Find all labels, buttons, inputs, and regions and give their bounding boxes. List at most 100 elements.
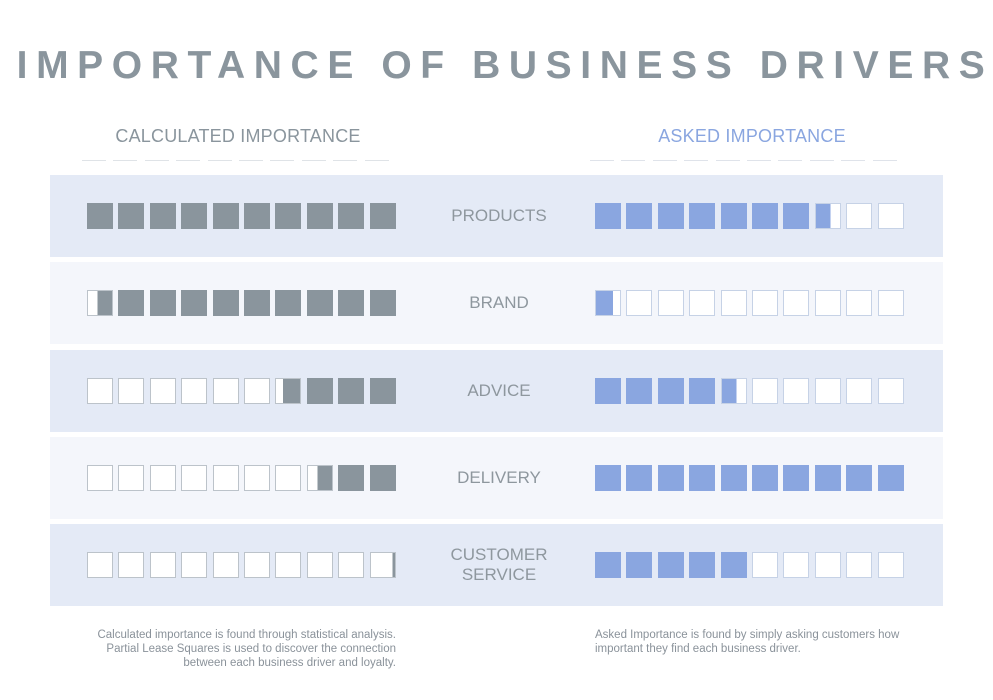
asked-importance-unit [720,552,747,578]
calculated-importance-unit [181,203,208,229]
asked-importance-unit [846,290,873,316]
asked-importance-unit [752,378,778,404]
calculated-importance-unit [87,465,113,491]
asked-importance-unit [720,203,747,229]
asked-importance-unit [877,552,904,578]
header-dash [684,160,709,161]
asked-importance-unit [657,203,684,229]
header-dash [778,160,803,161]
calculated-importance-unit [275,378,302,404]
header-dash [333,160,358,161]
header-dash [872,160,897,161]
header-dash [809,160,834,161]
header-dash [364,160,389,161]
category-label: DELIVERY [457,468,541,487]
calculated-importance-unit [244,290,270,316]
chart-title: IMPORTANCE OF BUSINESS DRIVERS [16,44,993,87]
calculated-importance-unit [244,203,270,229]
asked-importance-unit [752,203,778,229]
header-dash [82,160,106,161]
asked-importance-unit [720,290,747,316]
calculated-importance-unit [306,203,333,229]
asked-importance-unit [657,552,684,578]
asked-importance-note: Asked Importance is found by simply aski… [595,629,900,655]
asked-importance-unit [877,203,904,229]
category-label: ADVICE [467,381,531,400]
header-dash [207,160,232,161]
calculated-importance-unit [87,378,113,404]
asked-importance-unit [846,465,873,491]
asked-importance-unit [752,290,778,316]
asked-importance-unit [877,290,904,316]
asked-importance-unit [846,203,873,229]
header-dash [113,160,138,161]
asked-importance-unit [783,378,810,404]
asked-importance-unit [783,203,810,229]
calculated-importance-note: Calculated importance is found through s… [97,629,396,669]
calculated-importance-unit [338,552,365,578]
calculated-importance-unit [118,203,145,229]
calculated-importance-unit [338,290,365,316]
asked-importance-header: ASKED IMPORTANCE [658,126,846,146]
category-label: CUSTOMER SERVICE [450,545,548,584]
calculated-importance-unit [87,552,113,578]
asked-importance-unit [595,378,621,404]
calculated-importance-unit [149,290,176,316]
asked-importance-unit [595,203,621,229]
calculated-importance-unit [149,378,176,404]
asked-importance-unit [752,465,778,491]
header-dash [747,160,771,161]
calculated-importance-unit [244,552,270,578]
calculated-importance-unit [306,552,333,578]
header-dash [301,160,326,161]
asked-importance-unit [720,378,747,404]
asked-importance-unit [689,290,716,316]
calculated-importance-unit [275,203,302,229]
header-dash [715,160,740,161]
calculated-importance-unit [338,378,365,404]
asked-importance-unit [657,290,684,316]
asked-importance-unit [877,378,904,404]
asked-importance-unit [846,378,873,404]
header-dash [239,160,263,161]
asked-importance-unit [595,552,621,578]
calculated-importance-unit [275,552,302,578]
calculated-importance-unit [212,552,239,578]
calculated-importance-unit [118,378,145,404]
asked-importance-unit [626,203,653,229]
calculated-importance-unit [181,290,208,316]
header-dash [590,160,614,161]
header-dash [652,160,677,161]
calculated-importance-unit [149,552,176,578]
calculated-importance-unit [87,203,113,229]
calculated-importance-unit [181,465,208,491]
calculated-importance-unit [87,290,113,316]
calculated-importance-unit [306,290,333,316]
calculated-importance-unit [149,465,176,491]
calculated-importance-unit [369,465,396,491]
calculated-importance-unit [369,203,396,229]
calculated-importance-unit [369,552,396,578]
calculated-importance-unit [369,290,396,316]
calculated-importance-unit [118,290,145,316]
asked-importance-unit [814,552,841,578]
header-dash [176,160,201,161]
asked-importance-unit [846,552,873,578]
asked-importance-unit [595,290,621,316]
asked-importance-unit [626,378,653,404]
asked-importance-unit [814,203,841,229]
calculated-importance-unit [212,290,239,316]
calculated-importance-unit [306,378,333,404]
calculated-importance-unit [275,465,302,491]
asked-importance-unit [814,378,841,404]
asked-importance-unit [657,378,684,404]
header-dash [621,160,646,161]
calculated-importance-unit [306,465,333,491]
asked-importance-unit [626,465,653,491]
asked-importance-unit [783,290,810,316]
asked-importance-unit [626,290,653,316]
asked-importance-unit [752,552,778,578]
calculated-importance-unit [118,552,145,578]
asked-importance-unit [595,465,621,491]
header-dash [144,160,169,161]
